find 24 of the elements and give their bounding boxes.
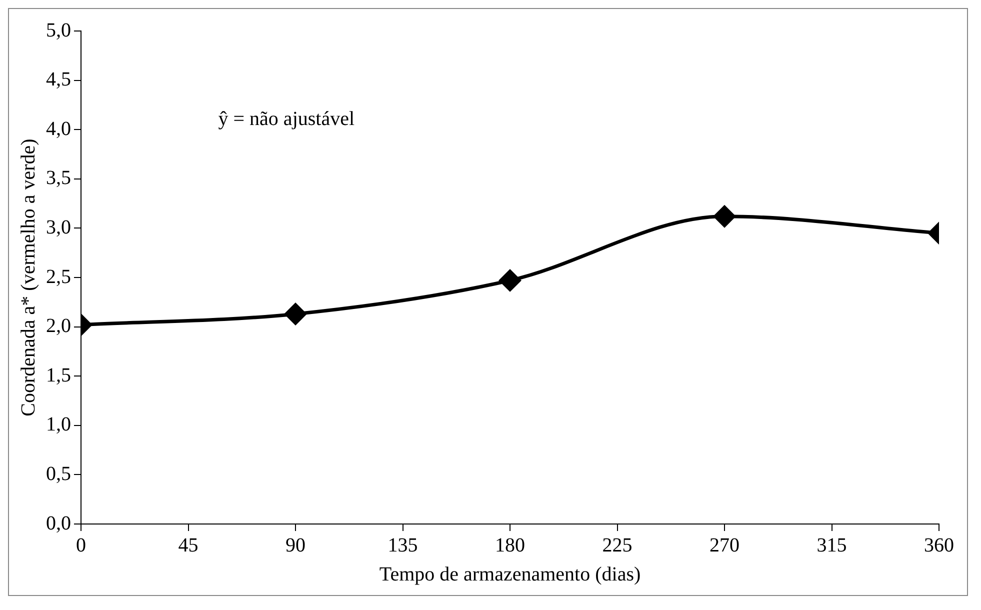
x-tick-label: 180 [495, 534, 525, 556]
y-tick-label: 2,5 [46, 266, 71, 288]
x-tick-label: 225 [602, 534, 632, 556]
y-tick-label: 2,0 [46, 315, 71, 338]
y-tick-label: 3,0 [46, 216, 71, 238]
y-tick-label: 5,0 [46, 19, 71, 42]
x-tick-label: 45 [178, 534, 198, 556]
x-axis-title: Tempo de armazenamento (dias) [379, 563, 641, 586]
x-tick-label: 90 [286, 534, 306, 556]
y-tick-label: 3,5 [46, 167, 71, 190]
point [499, 270, 521, 292]
y-tick-label: 0,0 [46, 512, 71, 534]
x-tick-label: 270 [710, 534, 740, 556]
y-tick-label: 4,0 [46, 118, 71, 140]
x-tick-label: 135 [388, 534, 418, 556]
x-tick-label: 0 [76, 534, 86, 556]
y-axis-title: Coordenada a* (vermelho a verde) [17, 138, 40, 416]
x-tick-label: 315 [816, 534, 847, 556]
annotation: ŷ = não ajustável [218, 108, 355, 130]
x-tick-label: 360 [924, 534, 954, 556]
y-tick-label: 1,0 [46, 414, 71, 436]
y-tick-label: 4,5 [46, 68, 71, 91]
y-tick-label: 1,5 [46, 364, 71, 386]
y-tick-label: 0,5 [46, 462, 71, 485]
